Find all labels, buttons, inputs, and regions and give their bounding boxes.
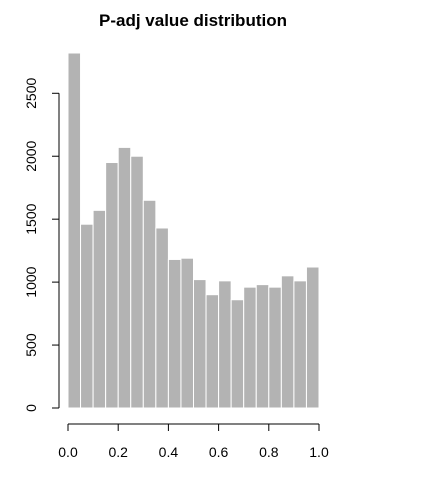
histogram-bar <box>243 286 257 409</box>
histogram-bar <box>67 52 82 409</box>
histogram-bar <box>92 209 107 409</box>
histogram-bar <box>255 284 270 409</box>
histogram-bar <box>180 257 194 409</box>
chart-title: P-adj value distribution <box>99 11 287 30</box>
histogram-bar <box>280 275 295 409</box>
x-tick-label: 0.0 <box>58 444 78 460</box>
y-tick-label: 0 <box>23 404 39 412</box>
y-axis: 0 500 1000 1500 2000 2500 <box>23 78 60 412</box>
histogram-bar <box>293 280 307 409</box>
histogram-bar <box>142 199 157 409</box>
histogram-bar <box>105 162 119 409</box>
x-axis: 0.0 0.2 0.4 0.6 0.8 1.0 <box>58 423 329 460</box>
histogram-bar <box>305 266 320 409</box>
x-tick-label: 0.4 <box>159 444 179 460</box>
y-tick-label: 1000 <box>23 266 39 297</box>
histogram-bar <box>205 294 220 409</box>
y-tick-label: 2500 <box>23 78 39 109</box>
x-tick-label: 1.0 <box>309 444 329 460</box>
x-tick-label: 0.2 <box>108 444 128 460</box>
histogram-bar <box>80 223 94 409</box>
y-tick-label: 500 <box>23 333 39 357</box>
x-tick-label: 0.8 <box>259 444 279 460</box>
histogram-bar <box>218 280 232 409</box>
bars-layer <box>67 52 320 409</box>
histogram-bar <box>130 155 144 409</box>
histogram-bar <box>167 258 182 409</box>
histogram-bar <box>155 227 169 409</box>
histogram-bar <box>230 299 245 409</box>
histogram-bar <box>117 146 132 409</box>
x-tick-label: 0.6 <box>209 444 229 460</box>
y-tick-label: 1500 <box>23 203 39 234</box>
y-tick-label: 2000 <box>23 140 39 171</box>
histogram-bar <box>193 279 207 409</box>
histogram-bar <box>268 286 282 409</box>
